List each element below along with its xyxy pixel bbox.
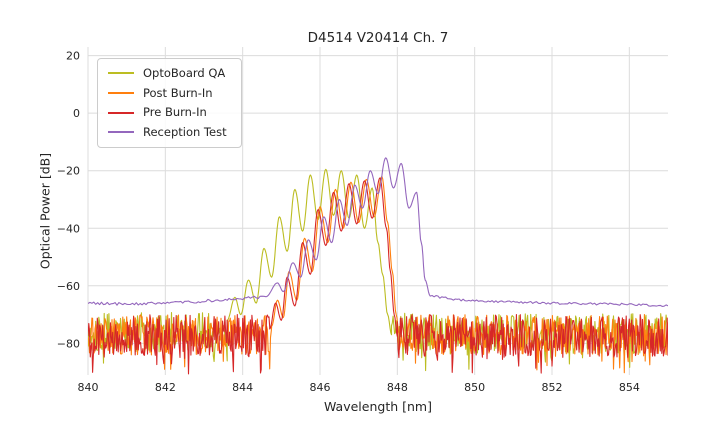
series-line-pre-burn-in: [88, 177, 668, 375]
y-tick-label: 0: [73, 107, 80, 120]
x-tick-label: 852: [542, 381, 563, 394]
series-line-reception-test: [88, 157, 668, 307]
x-tick-label: 842: [155, 381, 176, 394]
legend-swatch-post-burn-in: [108, 91, 134, 94]
legend-label-optoboard-qa: OptoBoard QA: [143, 66, 226, 80]
legend-label-pre-burn-in: Pre Burn-In: [143, 105, 207, 120]
series-lines: [88, 157, 668, 375]
x-tick-label: 848: [387, 381, 408, 394]
legend-swatch-pre-burn-in: [108, 111, 134, 114]
x-tick-label: 840: [78, 381, 99, 394]
legend-entry-pre-burn-in: Pre Burn-In: [108, 106, 227, 119]
x-tick-label: 846: [310, 381, 331, 394]
chart-title: D4514 V20414 Ch. 7: [307, 30, 449, 46]
x-tick-label: 844: [232, 381, 253, 394]
x-tick-label: 850: [464, 381, 485, 394]
y-tick-label: −60: [57, 280, 80, 293]
y-tick-label: −20: [57, 165, 80, 178]
x-tick-label: 854: [619, 381, 640, 394]
x-axis-label: Wavelength [nm]: [324, 399, 432, 414]
legend-entry-optoboard-qa: OptoBoard QA: [108, 67, 227, 80]
legend-swatch-reception-test: [108, 131, 134, 134]
legend-label-post-burn-in: Post Burn-In: [143, 85, 213, 100]
y-tick-label: 20: [66, 50, 80, 63]
y-tick-label: −40: [57, 222, 80, 235]
legend-entry-reception-test: Reception Test: [108, 126, 227, 139]
legend-swatch-optoboard-qa: [108, 72, 134, 75]
legend-entry-post-burn-in: Post Burn-In: [108, 85, 227, 100]
y-tick-label: −80: [57, 337, 80, 350]
tick-labels: 840 842 844 846 848 850 852 854 20 0 −20 −40 −60 −80: [57, 50, 640, 394]
legend: OptoBoard QA Post Burn-In Pre Burn-In Recep…: [97, 58, 242, 148]
legend-label-reception-test: Reception Test: [143, 124, 227, 139]
